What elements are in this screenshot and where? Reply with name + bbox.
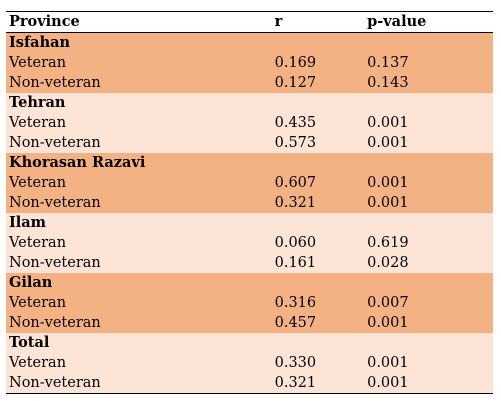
row-label: Non-veteran (9, 255, 101, 271)
p-value: 0.137 (367, 55, 409, 71)
table-row: Non-veteran 0.457 0.001 (6, 313, 493, 333)
province-name: Gilan (9, 274, 53, 291)
r-value: 0.169 (274, 55, 317, 71)
r-value: 0.060 (274, 235, 317, 251)
row-label: Veteran (9, 115, 67, 131)
row-label: Veteran (9, 175, 67, 191)
province-name: Total (9, 334, 50, 351)
column-header-r: r (274, 13, 283, 30)
row-label: Non-veteran (6, 373, 272, 394)
r-value: 0.127 (274, 75, 317, 91)
table-row: Veteran 0.316 0.007 (6, 293, 493, 313)
row-label: Non-veteran (9, 75, 101, 91)
p-value: 0.619 (367, 235, 409, 251)
province-name: Isfahan (9, 34, 71, 51)
column-header-province: Province (9, 13, 80, 30)
r-value: 0.316 (274, 295, 317, 311)
province-name: Khorasan Razavi (9, 154, 146, 171)
r-value: 0.321 (274, 195, 317, 211)
p-value: 0.001 (367, 135, 409, 151)
table-row: Non-veteran 0.321 0.001 (6, 373, 493, 394)
p-value: 0.001 (367, 355, 409, 371)
table-row: Veteran 0.607 0.001 (6, 173, 493, 193)
r-value: 0.321 (271, 373, 365, 394)
row-label: Veteran (9, 55, 67, 71)
column-header-p-value: p-value (367, 13, 427, 30)
p-value: 0.001 (367, 175, 409, 191)
table-row: Non-veteran 0.161 0.028 (6, 253, 493, 273)
table-row: Veteran 0.330 0.001 (6, 353, 493, 373)
p-value: 0.007 (367, 295, 409, 311)
p-value: 0.143 (367, 75, 409, 91)
table-row: Non-veteran 0.573 0.001 (6, 133, 493, 153)
p-value: 0.001 (367, 195, 409, 211)
group-header-row: Total (6, 333, 493, 353)
table-row: Non-veteran 0.321 0.001 (6, 193, 493, 213)
table-row: Veteran 0.060 0.619 (6, 233, 493, 253)
r-value: 0.435 (274, 115, 317, 131)
group-header-row: Khorasan Razavi (6, 153, 493, 173)
row-label: Non-veteran (9, 315, 101, 331)
r-value: 0.161 (274, 255, 317, 271)
r-value: 0.573 (274, 135, 317, 151)
table-header-row: Province r p-value (6, 11, 493, 33)
group-header-row: Tehran (6, 93, 493, 113)
r-value: 0.330 (274, 355, 317, 371)
province-name: Tehran (9, 94, 66, 111)
group-header-row: Ilam (6, 213, 493, 233)
p-value: 0.001 (364, 373, 493, 394)
row-label: Veteran (9, 235, 67, 251)
group-header-row: Gilan (6, 273, 493, 293)
r-value: 0.607 (274, 175, 317, 191)
group-header-row: Isfahan (6, 32, 493, 53)
r-value: 0.457 (274, 315, 317, 331)
table-row: Non-veteran 0.127 0.143 (6, 73, 493, 93)
p-value: 0.001 (367, 315, 409, 331)
row-label: Veteran (9, 355, 67, 371)
province-name: Ilam (9, 214, 47, 231)
row-label: Non-veteran (9, 195, 101, 211)
row-label: Veteran (9, 295, 67, 311)
correlation-table: Province r p-value Isfahan Veteran 0.169… (6, 11, 493, 394)
table-row: Veteran 0.435 0.001 (6, 113, 493, 133)
row-label: Non-veteran (9, 135, 101, 151)
p-value: 0.028 (367, 255, 409, 271)
p-value: 0.001 (367, 115, 409, 131)
table-row: Veteran 0.169 0.137 (6, 53, 493, 73)
